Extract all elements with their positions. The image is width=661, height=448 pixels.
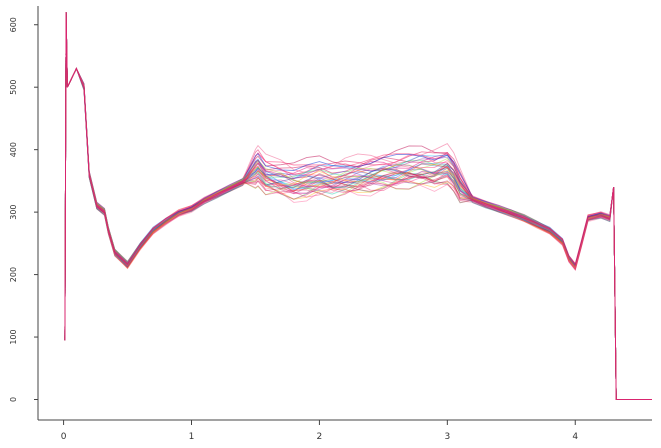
series-line-28 bbox=[64, 12, 652, 400]
x-tick-label-1: 1 bbox=[189, 432, 195, 442]
x-tick-label-0: 0 bbox=[61, 432, 67, 442]
series-line-25 bbox=[64, 12, 652, 400]
series-line-31 bbox=[64, 12, 652, 400]
series-line-37 bbox=[64, 12, 652, 400]
series-layer bbox=[64, 12, 652, 400]
series-line-24 bbox=[64, 12, 652, 400]
x-tick-label-2: 2 bbox=[317, 432, 323, 442]
series-line-42 bbox=[64, 12, 652, 400]
series-line-18 bbox=[64, 12, 652, 400]
series-line-19 bbox=[64, 12, 652, 400]
x-tick-label-3: 3 bbox=[444, 432, 450, 442]
series-line-17 bbox=[64, 12, 652, 400]
axis-layer: 0 1 2 3 4 0 100 200 300 400 500 600 bbox=[9, 6, 652, 442]
series-line-22 bbox=[64, 12, 652, 400]
y-tick-label-500: 500 bbox=[9, 80, 18, 95]
series-line-6 bbox=[64, 12, 652, 400]
y-tick-label-300: 300 bbox=[9, 204, 18, 219]
series-line-38 bbox=[64, 12, 652, 400]
series-line-27 bbox=[64, 12, 652, 400]
series-line-40 bbox=[64, 12, 652, 400]
series-line-13 bbox=[64, 12, 652, 400]
y-tick-label-200: 200 bbox=[9, 267, 18, 282]
y-tick-label-100: 100 bbox=[9, 329, 18, 344]
series-line-30 bbox=[64, 12, 652, 400]
series-line-12 bbox=[64, 12, 652, 400]
series-line-36 bbox=[64, 12, 652, 400]
series-line-32 bbox=[64, 12, 652, 400]
series-line-16 bbox=[64, 12, 652, 400]
series-line-21 bbox=[64, 12, 652, 400]
series-line-8 bbox=[64, 12, 652, 400]
y-tick-label-600: 600 bbox=[9, 17, 18, 32]
series-line-9 bbox=[64, 12, 652, 400]
series-line-35 bbox=[64, 12, 652, 400]
series-line-34 bbox=[64, 12, 652, 400]
series-line-20 bbox=[64, 12, 652, 400]
y-tick-label-400: 400 bbox=[9, 142, 18, 157]
y-tick-label-0: 0 bbox=[9, 397, 18, 402]
series-line-23 bbox=[64, 12, 652, 400]
series-line-14 bbox=[64, 12, 652, 400]
series-line-29 bbox=[64, 12, 652, 400]
series-line-39 bbox=[64, 12, 652, 400]
x-tick-label-4: 4 bbox=[572, 432, 578, 442]
series-line-10 bbox=[64, 12, 652, 400]
series-line-26 bbox=[64, 12, 652, 400]
series-line-41 bbox=[64, 12, 652, 400]
series-line-11 bbox=[64, 12, 652, 400]
series-line-15 bbox=[64, 12, 652, 400]
series-line-33 bbox=[64, 12, 652, 400]
